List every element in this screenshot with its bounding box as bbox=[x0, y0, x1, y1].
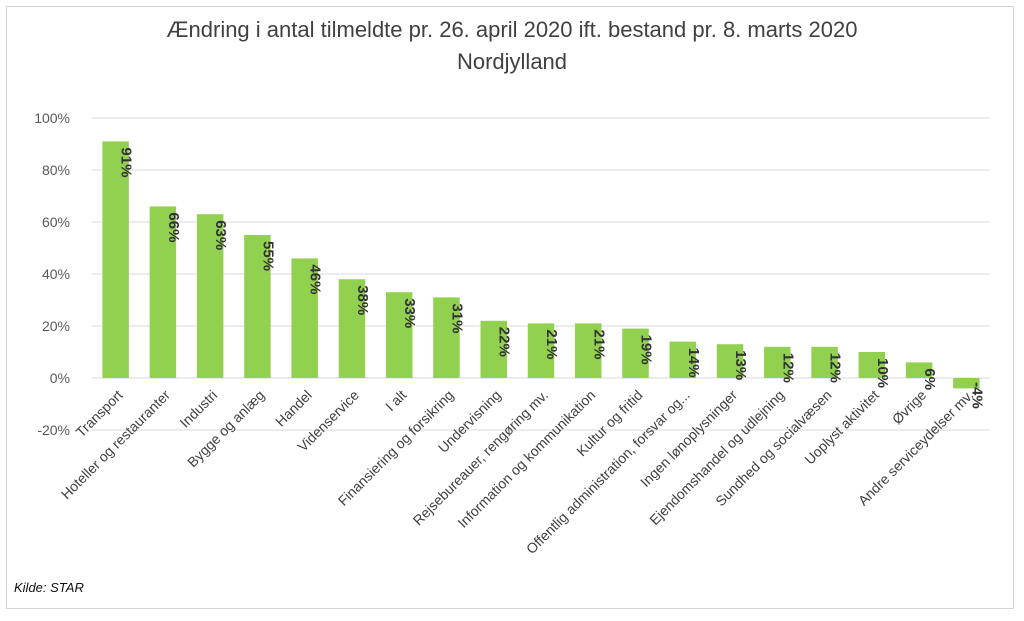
data-label: 13% bbox=[732, 350, 749, 380]
bar bbox=[669, 341, 697, 378]
data-label: 38% bbox=[354, 285, 371, 315]
data-label: 10% bbox=[874, 358, 891, 388]
data-label: 14% bbox=[685, 348, 702, 378]
data-label: 91% bbox=[118, 147, 135, 177]
data-label: 33% bbox=[401, 298, 418, 328]
bar bbox=[575, 323, 602, 378]
bar bbox=[244, 235, 271, 378]
y-tick-label: 20% bbox=[42, 318, 70, 334]
y-tick-label: 100% bbox=[34, 110, 70, 126]
bar bbox=[385, 292, 413, 378]
bar bbox=[102, 141, 129, 378]
source-note: Kilde: STAR bbox=[14, 580, 84, 595]
data-label: 66% bbox=[165, 212, 182, 242]
data-label: 55% bbox=[259, 241, 276, 271]
data-label: 19% bbox=[638, 335, 655, 365]
bar bbox=[527, 323, 555, 378]
x-tick-label: Industri bbox=[176, 387, 220, 431]
data-label: 12% bbox=[779, 353, 796, 383]
data-label: -4% bbox=[968, 382, 985, 409]
y-tick-label: -20% bbox=[37, 422, 70, 438]
x-tick-label: Øvrige bbox=[889, 387, 930, 428]
bar bbox=[338, 279, 366, 378]
data-label: 22% bbox=[496, 327, 513, 357]
y-tick-label: 0% bbox=[50, 370, 70, 386]
data-label: 46% bbox=[307, 264, 324, 294]
bar bbox=[149, 206, 177, 378]
bar bbox=[953, 378, 980, 389]
bar bbox=[433, 297, 460, 378]
x-tick-label: I alt bbox=[382, 387, 409, 414]
y-tick-label: 40% bbox=[42, 266, 70, 282]
data-label: 31% bbox=[448, 303, 465, 333]
bar bbox=[811, 346, 838, 378]
y-tick-label: 80% bbox=[42, 162, 70, 178]
data-label: 63% bbox=[212, 220, 229, 250]
bar bbox=[764, 346, 791, 378]
bar bbox=[858, 352, 886, 378]
bar bbox=[480, 320, 507, 378]
data-label: 21% bbox=[543, 329, 560, 359]
chart-subtitle: Nordjylland bbox=[456, 49, 568, 74]
chart-title: Ændring i antal tilmeldte pr. 26. april … bbox=[166, 17, 858, 42]
y-tick-label: 60% bbox=[42, 214, 70, 230]
bar bbox=[905, 362, 933, 378]
bar bbox=[291, 258, 318, 378]
bar bbox=[716, 344, 744, 378]
chart-title-block: Ændring i antal tilmeldte pr. 26. april … bbox=[0, 14, 1024, 78]
data-label: 12% bbox=[827, 353, 844, 383]
data-label: 6% bbox=[921, 368, 938, 390]
bar bbox=[622, 328, 649, 378]
bar bbox=[196, 214, 224, 378]
x-tick-label: Handel bbox=[272, 387, 315, 430]
data-label: 21% bbox=[590, 329, 607, 359]
